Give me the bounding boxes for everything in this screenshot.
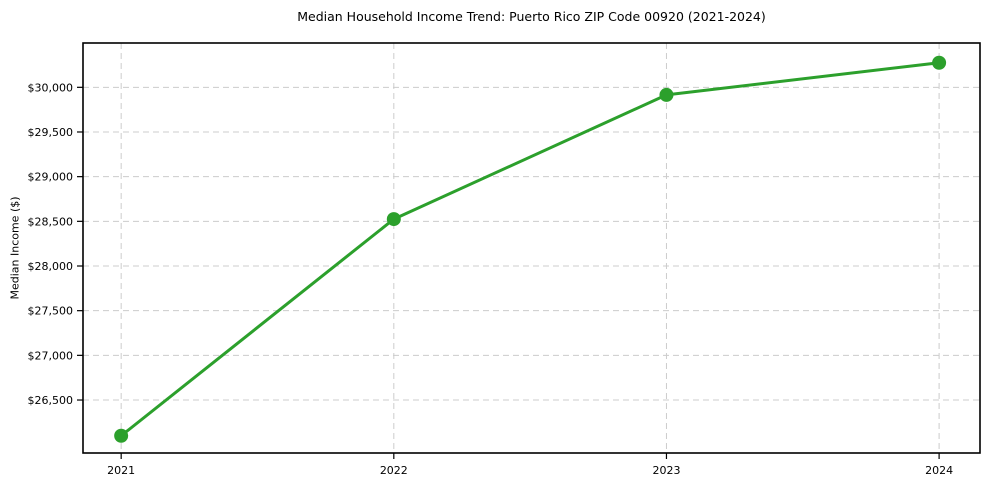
trend-line <box>119 61 941 438</box>
y-tick-label: $29,000 <box>28 171 74 184</box>
y-tick-label: $28,000 <box>28 260 74 273</box>
plot-border <box>82 42 981 454</box>
y-tick-label: $27,500 <box>28 305 74 318</box>
y-tick-label: $28,500 <box>28 215 74 228</box>
chart-title: Median Household Income Trend: Puerto Ri… <box>297 9 766 24</box>
x-tick-label: 2023 <box>652 464 680 477</box>
y-tick-label: $30,000 <box>28 81 74 94</box>
y-tick-label: $29,500 <box>28 126 74 139</box>
y-tick-label: $27,000 <box>28 349 74 362</box>
data-point-2023 <box>659 87 674 102</box>
data-point-2024 <box>932 55 947 70</box>
data-point-2021 <box>114 428 129 443</box>
x-tick-label: 2022 <box>380 464 408 477</box>
data-point-2022 <box>386 212 401 227</box>
x-tick-label: 2024 <box>925 464 953 477</box>
x-tick-label: 2021 <box>107 464 135 477</box>
y-tick-label: $26,500 <box>28 394 74 407</box>
